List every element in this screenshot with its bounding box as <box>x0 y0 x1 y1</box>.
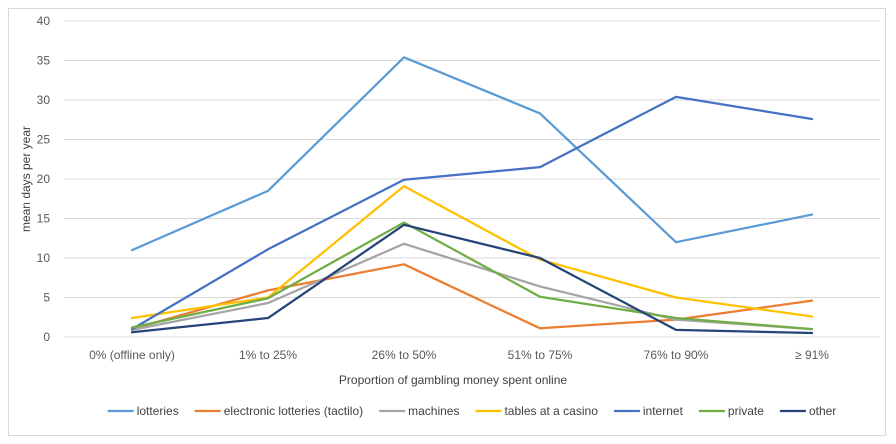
y-tick-label: 30 <box>37 93 51 107</box>
x-tick-labels: 0% (offline only) 1% to 25% 26% to 50% 51% … <box>89 348 829 362</box>
legend-label: tables at a casino <box>504 404 598 418</box>
gridlines <box>64 20 880 338</box>
x-tick-label: 1% to 25% <box>239 348 297 362</box>
legend-item: other <box>779 404 836 418</box>
series-line-0 <box>130 56 814 252</box>
legend-label: internet <box>643 404 684 418</box>
series-line-6 <box>130 223 814 335</box>
x-axis-title: Proportion of gambling money spent onlin… <box>339 373 567 387</box>
y-tick-label: 5 <box>43 291 50 305</box>
series-line-2 <box>130 242 814 332</box>
y-tick-label: 40 <box>37 14 51 28</box>
x-tick-label: 26% to 50% <box>372 348 437 362</box>
y-tick-label: 35 <box>37 54 51 68</box>
legend-label: machines <box>408 404 459 418</box>
series-line-1 <box>130 263 814 331</box>
y-tick-label: 25 <box>37 133 51 147</box>
legend-item: internet <box>613 404 684 418</box>
series-line-5 <box>130 221 814 331</box>
legend: lotteries electronic lotteries (tactilo) m… <box>107 404 836 418</box>
x-tick-label: 51% to 75% <box>508 348 573 362</box>
y-tick-label: 10 <box>37 251 51 265</box>
y-axis-title: mean days per year <box>19 126 33 232</box>
chart-frame <box>8 8 886 436</box>
legend-label: other <box>809 404 836 418</box>
y-tick-label: 0 <box>43 330 50 344</box>
legend-item: lotteries <box>107 404 179 418</box>
series-lines <box>130 56 814 335</box>
y-tick-labels: 0 5 10 15 20 25 30 35 40 <box>37 14 51 344</box>
legend-label: private <box>728 404 764 418</box>
legend-item: electronic lotteries (tactilo) <box>194 404 363 418</box>
legend-label: electronic lotteries (tactilo) <box>224 404 363 418</box>
x-tick-label: 0% (offline only) <box>89 348 175 362</box>
y-tick-label: 20 <box>37 172 51 186</box>
series-line-4 <box>130 95 814 331</box>
legend-item: private <box>698 404 764 418</box>
series-line-3 <box>130 184 814 320</box>
legend-item: machines <box>379 404 459 418</box>
legend-label: lotteries <box>137 404 179 418</box>
y-tick-label: 15 <box>37 212 51 226</box>
legend-item: tables at a casino <box>475 404 598 418</box>
x-tick-label: ≥ 91% <box>795 348 829 362</box>
x-tick-label: 76% to 90% <box>644 348 709 362</box>
